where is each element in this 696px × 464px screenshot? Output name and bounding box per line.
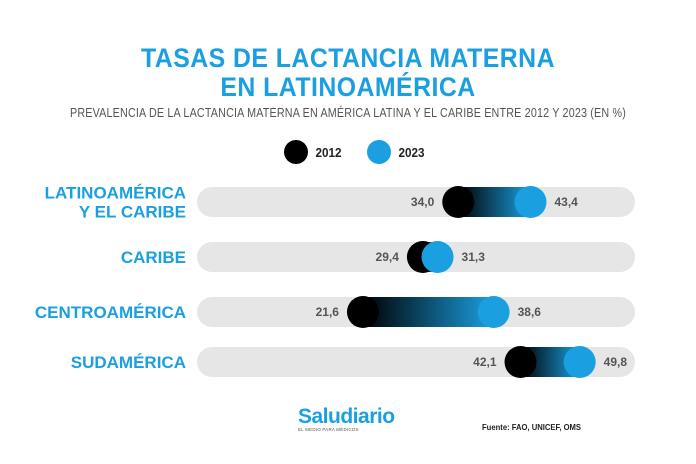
dot-2012-2: [346, 296, 379, 328]
value-label-2012-2: 21,6: [316, 305, 340, 319]
dot-2023-0: [514, 186, 547, 218]
category-label-0-1: Y EL CARIBE: [79, 203, 186, 222]
category-label-3-0: SUDAMÉRICA: [71, 353, 186, 372]
legend-dot-2012: [284, 140, 308, 164]
brand-tagline: EL MEDIO PARA MÉDICOS: [298, 427, 359, 432]
legend-label-2023: 2023: [398, 144, 425, 160]
range-bar-2: [362, 297, 494, 327]
dot-2023-2: [477, 296, 510, 328]
value-label-2023-0: 43,4: [554, 195, 578, 209]
category-label-1-0: CARIBE: [121, 248, 186, 267]
legend: 2012 2023: [284, 139, 450, 165]
legend-label-2012: 2012: [315, 144, 342, 160]
dot-2023-1: [421, 241, 454, 273]
legend-dot-2023: [366, 140, 391, 164]
brand-name: Saludiario: [298, 405, 395, 428]
chart-title: TASAS DE LACTANCIA MATERNA EN LATINOAMÉR…: [28, 44, 668, 102]
title-line-1: TASAS DE LACTANCIA MATERNA: [141, 43, 555, 73]
legend-item-2012: 2012: [284, 140, 343, 164]
value-label-2012-0: 34,0: [411, 195, 435, 209]
brand-logo: Saludiario EL MEDIO PARA MÉDICOS: [298, 405, 395, 433]
category-label-2-0: CENTROAMÉRICA: [35, 303, 186, 322]
title-line-2: EN LATINOAMÉRICA: [220, 72, 476, 102]
value-label-2023-3: 49,8: [604, 355, 628, 369]
value-label-2023-2: 38,6: [518, 305, 542, 319]
chart-subtitle: PREVALENCIA DE LA LACTANCIA MATERNA EN A…: [70, 106, 626, 120]
value-label-2023-1: 31,3: [462, 250, 486, 264]
value-label-2012-3: 42,1: [473, 355, 497, 369]
dot-2012-3: [504, 346, 537, 378]
legend-item-2023: 2023: [366, 140, 426, 164]
source-note: Fuente: FAO, UNICEF, OMS: [482, 422, 582, 432]
category-label-0-0: LATINOAMÉRICA: [45, 184, 186, 203]
dot-2012-0: [442, 186, 475, 218]
dot-2023-3: [563, 346, 596, 378]
value-label-2012-1: 29,4: [376, 250, 400, 264]
